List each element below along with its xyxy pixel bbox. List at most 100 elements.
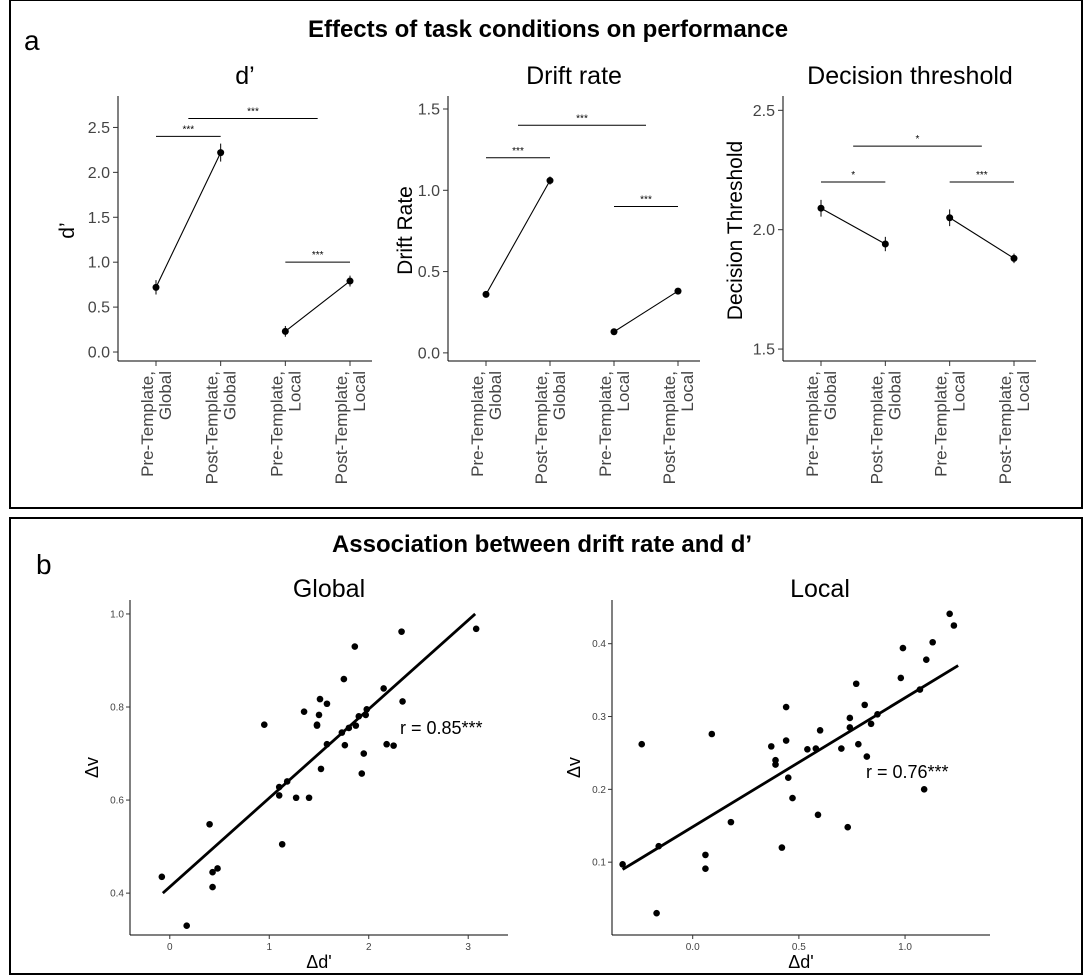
y-tick-label: 0.8 (110, 703, 124, 714)
regression-line (621, 664, 959, 871)
data-point (702, 851, 709, 859)
y-tick-label: 2.0 (753, 222, 775, 239)
data-point (772, 761, 779, 768)
panel-a-frame (9, 0, 1083, 509)
correlation-annotation: r = 0.76*** (866, 762, 949, 782)
data-point (874, 711, 881, 718)
x-axis-label: Δd' (788, 952, 813, 972)
significance-label: * (916, 134, 920, 145)
data-point (867, 720, 875, 728)
chart-drift-rate: Drift rate 0.0 0.5 1.0 1.5 Drift Rate Pre-Temp… (394, 62, 700, 484)
y-tick-label: 0.5 (88, 300, 110, 317)
x-tick-label: 2 (366, 942, 372, 953)
x-category-label: Pre-Template,Global (468, 371, 505, 477)
data-point (363, 706, 371, 713)
data-point (305, 794, 313, 802)
data-point (183, 922, 190, 929)
data-point (360, 750, 368, 757)
x-category-label: Pre-Template,Global (138, 371, 175, 477)
data-point (313, 722, 321, 729)
data-point (546, 177, 554, 185)
data-point (674, 287, 682, 295)
chart-title: d’ (235, 62, 254, 90)
x-category-label: Pre-Template,Local (596, 371, 633, 477)
y-tick-label: 0.3 (592, 712, 606, 723)
panel-b-title: Association between drift rate and d’ (332, 531, 752, 558)
x-category-label: Pre-Template,Local (932, 371, 969, 477)
data-point (345, 724, 353, 732)
significance-label: *** (312, 250, 324, 261)
data-point (863, 753, 871, 760)
data-point (278, 840, 286, 848)
series-line (613, 290, 679, 333)
x-category-label: Post-Template,Local (332, 371, 369, 484)
data-point (778, 844, 786, 851)
data-point (209, 883, 216, 891)
data-point (946, 610, 953, 618)
data-point (897, 674, 905, 682)
data-point (655, 842, 663, 850)
data-point (340, 675, 348, 683)
y-tick-label: 1.5 (418, 102, 440, 119)
data-point (206, 820, 213, 828)
data-point (472, 625, 480, 633)
series-line (284, 280, 351, 332)
data-point (946, 214, 954, 222)
y-tick-label: 0.4 (592, 639, 606, 650)
data-point (383, 740, 390, 748)
data-point (708, 730, 716, 738)
data-point (292, 794, 300, 802)
x-category-label: Post-Template,Global (532, 371, 569, 484)
x-tick-label: 0.5 (792, 942, 806, 953)
data-point (702, 865, 709, 873)
x-category-label: Pre-Template,Global (803, 371, 840, 477)
y-tick-label: 1.5 (753, 342, 775, 359)
significance-label: *** (247, 106, 259, 117)
data-point (767, 743, 775, 750)
data-point (782, 737, 790, 744)
y-tick-label: 1.0 (418, 183, 440, 200)
y-tick-label: 0.1 (592, 858, 606, 869)
data-point (355, 713, 363, 720)
data-point (816, 727, 824, 734)
data-point (214, 865, 221, 872)
data-point (653, 909, 660, 917)
significance-label: *** (512, 146, 524, 157)
data-point (922, 656, 930, 664)
panel-b-letter: b (36, 549, 52, 580)
data-point (300, 708, 308, 715)
significance-label: *** (640, 195, 652, 206)
x-category-label: Post-Template,Global (867, 371, 904, 484)
chart-title: Drift rate (526, 62, 622, 90)
y-axis-label: Δv (564, 757, 584, 778)
significance-label: *** (976, 170, 988, 181)
y-tick-label: 1.0 (88, 255, 110, 272)
data-point (315, 711, 323, 719)
data-point (855, 740, 862, 748)
data-point (920, 786, 928, 793)
data-point (398, 628, 405, 635)
series-line (155, 152, 222, 288)
data-point (929, 638, 936, 646)
data-point (852, 680, 860, 688)
y-tick-label: 0.0 (88, 345, 110, 362)
data-point (338, 729, 346, 736)
x-tick-label: 0.0 (686, 942, 700, 953)
series-line (949, 217, 1015, 259)
chart-decision-threshold: Decision threshold 1.5 2.0 2.5 Decision Thre… (724, 62, 1036, 484)
data-point (358, 770, 366, 777)
x-category-label: Post-Template,Local (996, 371, 1033, 484)
y-tick-label: 0.4 (110, 889, 124, 900)
x-axis-label: Δd' (306, 952, 331, 972)
data-point (789, 794, 796, 802)
data-point (399, 698, 406, 705)
x-tick-label: 0 (167, 942, 173, 953)
data-point (881, 240, 889, 248)
y-tick-label: 2.5 (88, 120, 110, 137)
data-point (380, 685, 387, 692)
chart-global-scatter: Global 0.4 0.6 0.8 1.0 0 1 2 3 Δd' Δv r = 0.85*** (82, 575, 508, 972)
chart-dprime: d’ 0.0 0.5 1.0 1.5 2.0 2.5 d’ Pre-Template,Globa… (56, 62, 372, 484)
x-tick-label: 3 (465, 942, 471, 953)
data-point (846, 724, 854, 731)
